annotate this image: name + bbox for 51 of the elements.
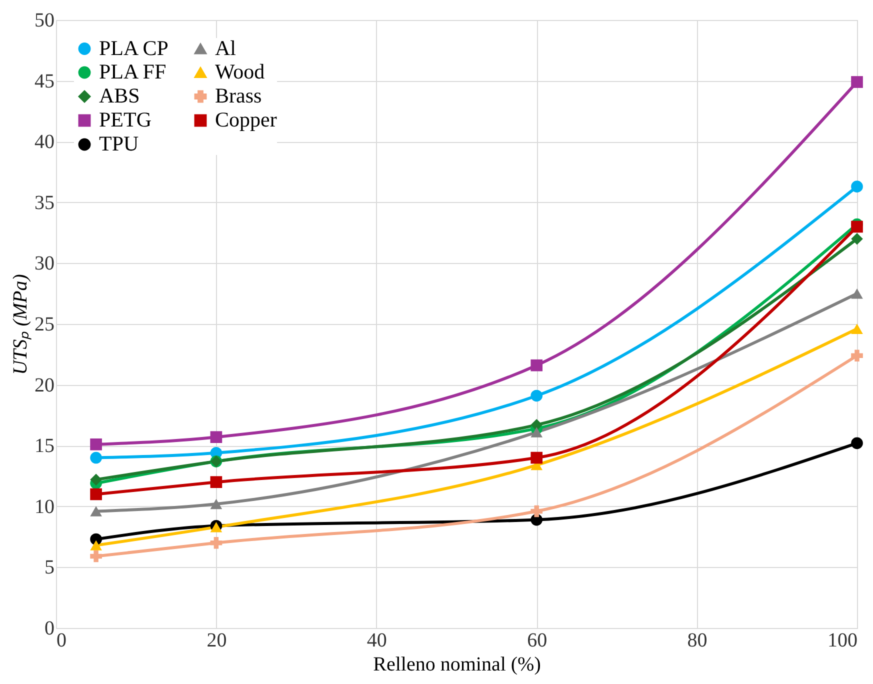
point	[90, 438, 102, 450]
legend-label: PLA CP	[99, 36, 168, 60]
point	[90, 506, 102, 516]
point	[90, 540, 102, 550]
x-tick-label: 40	[366, 630, 387, 652]
legend-label: PETG	[99, 108, 152, 132]
point	[530, 419, 543, 431]
point	[851, 232, 863, 245]
y-tick-label: 15	[34, 435, 54, 458]
x-tick-label: 20	[206, 630, 227, 652]
point	[851, 76, 863, 88]
legend-label: PLA FF	[99, 60, 166, 84]
y-tick-label: 35	[34, 192, 54, 214]
point	[210, 498, 222, 510]
y-tick-label: 30	[34, 252, 54, 275]
legend-label: Brass	[215, 84, 262, 108]
point	[90, 488, 102, 500]
y-axis-title: UTSₚ (MPa)	[10, 274, 32, 375]
legend-label: TPU	[99, 132, 139, 156]
y-tick-label: 25	[34, 314, 54, 336]
point	[90, 550, 102, 562]
point	[851, 220, 863, 233]
point	[90, 452, 102, 464]
y-tick-label: 50	[34, 10, 54, 32]
y-tick-label: 20	[34, 374, 54, 396]
x-axis-title: Relleno nominal (%)	[373, 654, 541, 676]
point	[851, 180, 863, 192]
point	[530, 505, 543, 518]
legend-label: Copper	[215, 108, 277, 132]
point	[851, 288, 863, 299]
legend-label: ABS	[99, 84, 140, 108]
point	[530, 359, 543, 372]
point	[530, 390, 543, 402]
point	[530, 452, 543, 464]
point	[210, 431, 222, 444]
point	[851, 350, 863, 362]
y-tick-label: 40	[34, 131, 54, 154]
legend-label: Wood	[215, 60, 266, 84]
x-tick-label: 80	[687, 630, 708, 652]
point	[851, 437, 863, 450]
point	[210, 536, 222, 549]
point	[90, 474, 102, 486]
x-tick-label: 100	[828, 630, 858, 652]
point	[851, 324, 863, 334]
y-tick-label: 5	[44, 556, 54, 579]
point	[210, 476, 222, 488]
y-tick-label: 45	[34, 70, 54, 92]
point	[530, 427, 543, 438]
y-tick-label: 10	[34, 496, 54, 518]
legend-label: Al	[215, 36, 236, 60]
x-tick-label: 60	[527, 630, 548, 652]
